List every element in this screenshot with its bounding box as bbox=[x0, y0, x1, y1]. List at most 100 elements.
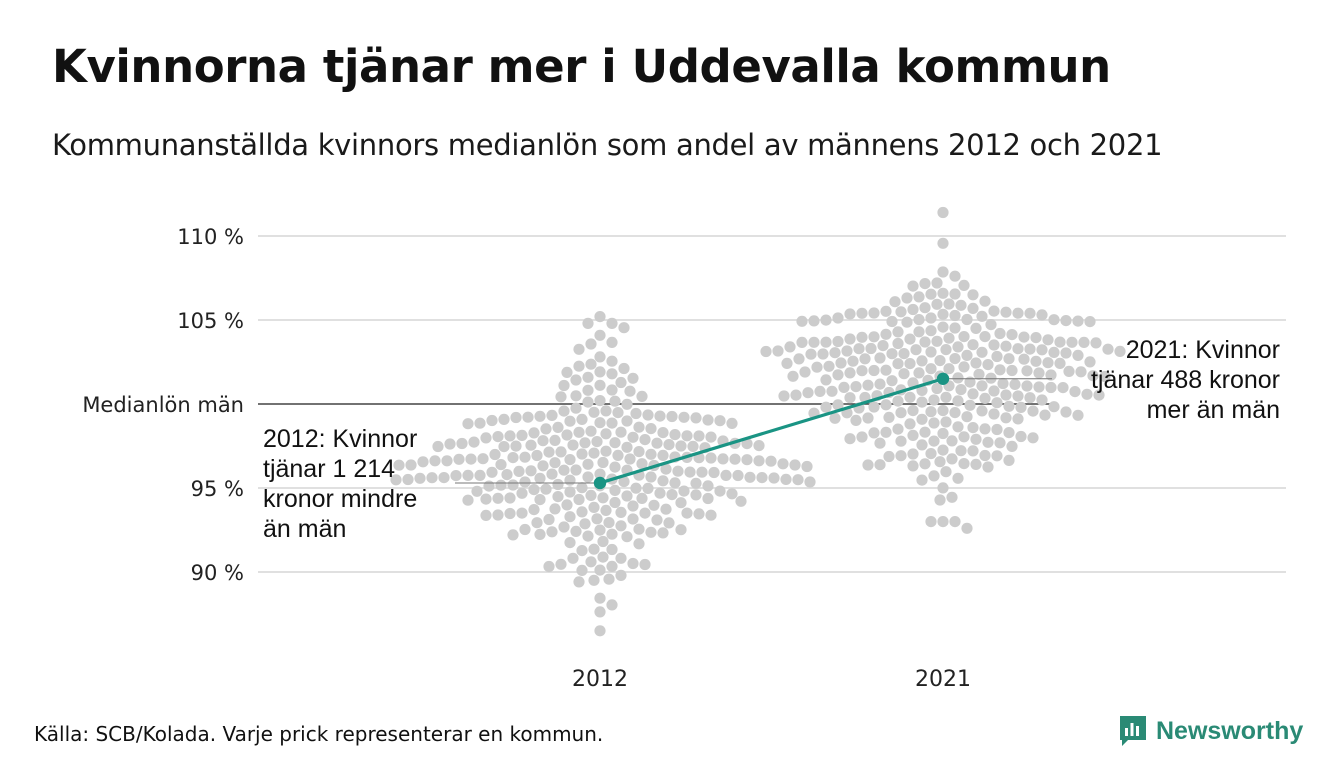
municipality-dot bbox=[615, 569, 627, 582]
municipality-dot bbox=[874, 378, 886, 390]
municipality-dot bbox=[627, 500, 639, 512]
municipality-dot bbox=[979, 392, 991, 404]
municipality-dot bbox=[1003, 353, 1015, 365]
municipality-dot bbox=[874, 459, 886, 471]
municipality-dot bbox=[543, 446, 555, 458]
municipality-dot bbox=[480, 432, 492, 444]
municipality-dot bbox=[567, 439, 579, 451]
municipality-dot bbox=[916, 413, 928, 425]
municipality-dot bbox=[594, 379, 606, 391]
municipality-dot bbox=[660, 463, 672, 475]
y-tick-label: 105 % bbox=[177, 309, 244, 333]
municipality-dot bbox=[967, 289, 979, 301]
municipality-dot bbox=[726, 417, 738, 429]
municipality-dot bbox=[1015, 401, 1027, 413]
municipality-dot bbox=[934, 456, 946, 468]
municipality-dot bbox=[907, 405, 919, 417]
municipality-dot bbox=[405, 459, 417, 471]
municipality-dot bbox=[793, 353, 805, 365]
municipality-dot bbox=[979, 331, 991, 343]
municipality-dot bbox=[1012, 343, 1024, 355]
municipality-dot bbox=[1048, 346, 1060, 358]
municipality-dot bbox=[519, 476, 531, 488]
municipality-dot bbox=[811, 361, 823, 373]
municipality-dot bbox=[928, 394, 940, 406]
municipality-dot bbox=[660, 503, 672, 515]
municipality-dot bbox=[1000, 412, 1012, 424]
municipality-dot bbox=[937, 427, 949, 440]
municipality-dot bbox=[844, 308, 856, 320]
brand-logo[interactable]: Newsworthy bbox=[1118, 714, 1303, 748]
municipality-dot bbox=[961, 522, 973, 534]
municipality-dot bbox=[1015, 430, 1027, 443]
municipality-dot bbox=[913, 367, 925, 379]
municipality-dot bbox=[991, 350, 1003, 363]
municipality-dot bbox=[862, 459, 874, 471]
municipality-dot bbox=[937, 444, 949, 456]
municipality-dot bbox=[1042, 357, 1054, 369]
municipality-dot bbox=[441, 455, 453, 467]
municipality-dot bbox=[480, 493, 492, 505]
municipality-dot bbox=[465, 453, 477, 465]
municipality-dot bbox=[832, 335, 844, 348]
municipality-dot bbox=[573, 493, 585, 506]
municipality-dot bbox=[868, 331, 880, 343]
municipality-dot bbox=[516, 429, 528, 441]
municipality-dot bbox=[792, 474, 804, 486]
municipality-dot bbox=[880, 426, 892, 438]
municipality-dot bbox=[462, 469, 474, 481]
municipality-dot bbox=[832, 312, 844, 324]
municipality-dot bbox=[474, 417, 486, 429]
municipality-dot bbox=[519, 523, 531, 536]
municipality-dot bbox=[552, 478, 564, 491]
municipality-dot bbox=[892, 395, 904, 407]
municipality-dot bbox=[621, 441, 633, 453]
municipality-dot bbox=[576, 506, 588, 518]
municipality-dot bbox=[1024, 343, 1036, 355]
municipality-dot bbox=[895, 435, 907, 447]
municipality-dot bbox=[621, 490, 633, 502]
municipality-dot bbox=[609, 437, 621, 449]
municipality-dot bbox=[618, 322, 630, 334]
municipality-dot bbox=[669, 477, 681, 489]
municipality-dot bbox=[967, 339, 979, 351]
municipality-dot bbox=[928, 417, 940, 429]
municipality-dot bbox=[627, 513, 639, 525]
municipality-dot bbox=[976, 310, 988, 322]
municipality-dot bbox=[940, 466, 952, 478]
municipality-dot bbox=[988, 339, 1000, 351]
municipality-dot bbox=[820, 401, 832, 413]
municipality-dot bbox=[958, 331, 970, 343]
municipality-dot bbox=[438, 472, 450, 484]
municipality-dot bbox=[829, 347, 841, 359]
municipality-dot bbox=[627, 372, 639, 384]
municipality-dot bbox=[525, 439, 537, 451]
municipality-dot bbox=[919, 426, 931, 438]
municipality-dot bbox=[753, 440, 765, 452]
municipality-dot bbox=[444, 438, 456, 450]
municipality-dot bbox=[576, 545, 588, 557]
municipality-dot bbox=[645, 448, 657, 460]
municipality-dot bbox=[453, 453, 465, 465]
municipality-dot bbox=[756, 472, 768, 484]
municipality-dot bbox=[913, 314, 925, 326]
municipality-dot bbox=[937, 287, 949, 299]
municipality-dot bbox=[639, 558, 651, 571]
municipality-dot bbox=[582, 458, 594, 470]
municipality-dot bbox=[573, 360, 585, 372]
municipality-dot bbox=[1000, 306, 1012, 318]
municipality-dot bbox=[823, 360, 835, 372]
municipality-dot bbox=[582, 317, 594, 329]
municipality-dot bbox=[552, 491, 564, 503]
municipality-dot bbox=[702, 492, 714, 505]
municipality-dot bbox=[507, 529, 519, 541]
municipality-dot bbox=[949, 309, 961, 322]
municipality-dot bbox=[624, 453, 636, 465]
municipality-dot bbox=[708, 466, 720, 479]
municipality-dot bbox=[799, 366, 811, 378]
municipality-dot bbox=[588, 543, 600, 555]
municipality-dot bbox=[666, 489, 678, 501]
municipality-dot bbox=[600, 428, 612, 440]
municipality-dot bbox=[856, 307, 868, 319]
municipality-dot bbox=[1006, 329, 1018, 341]
